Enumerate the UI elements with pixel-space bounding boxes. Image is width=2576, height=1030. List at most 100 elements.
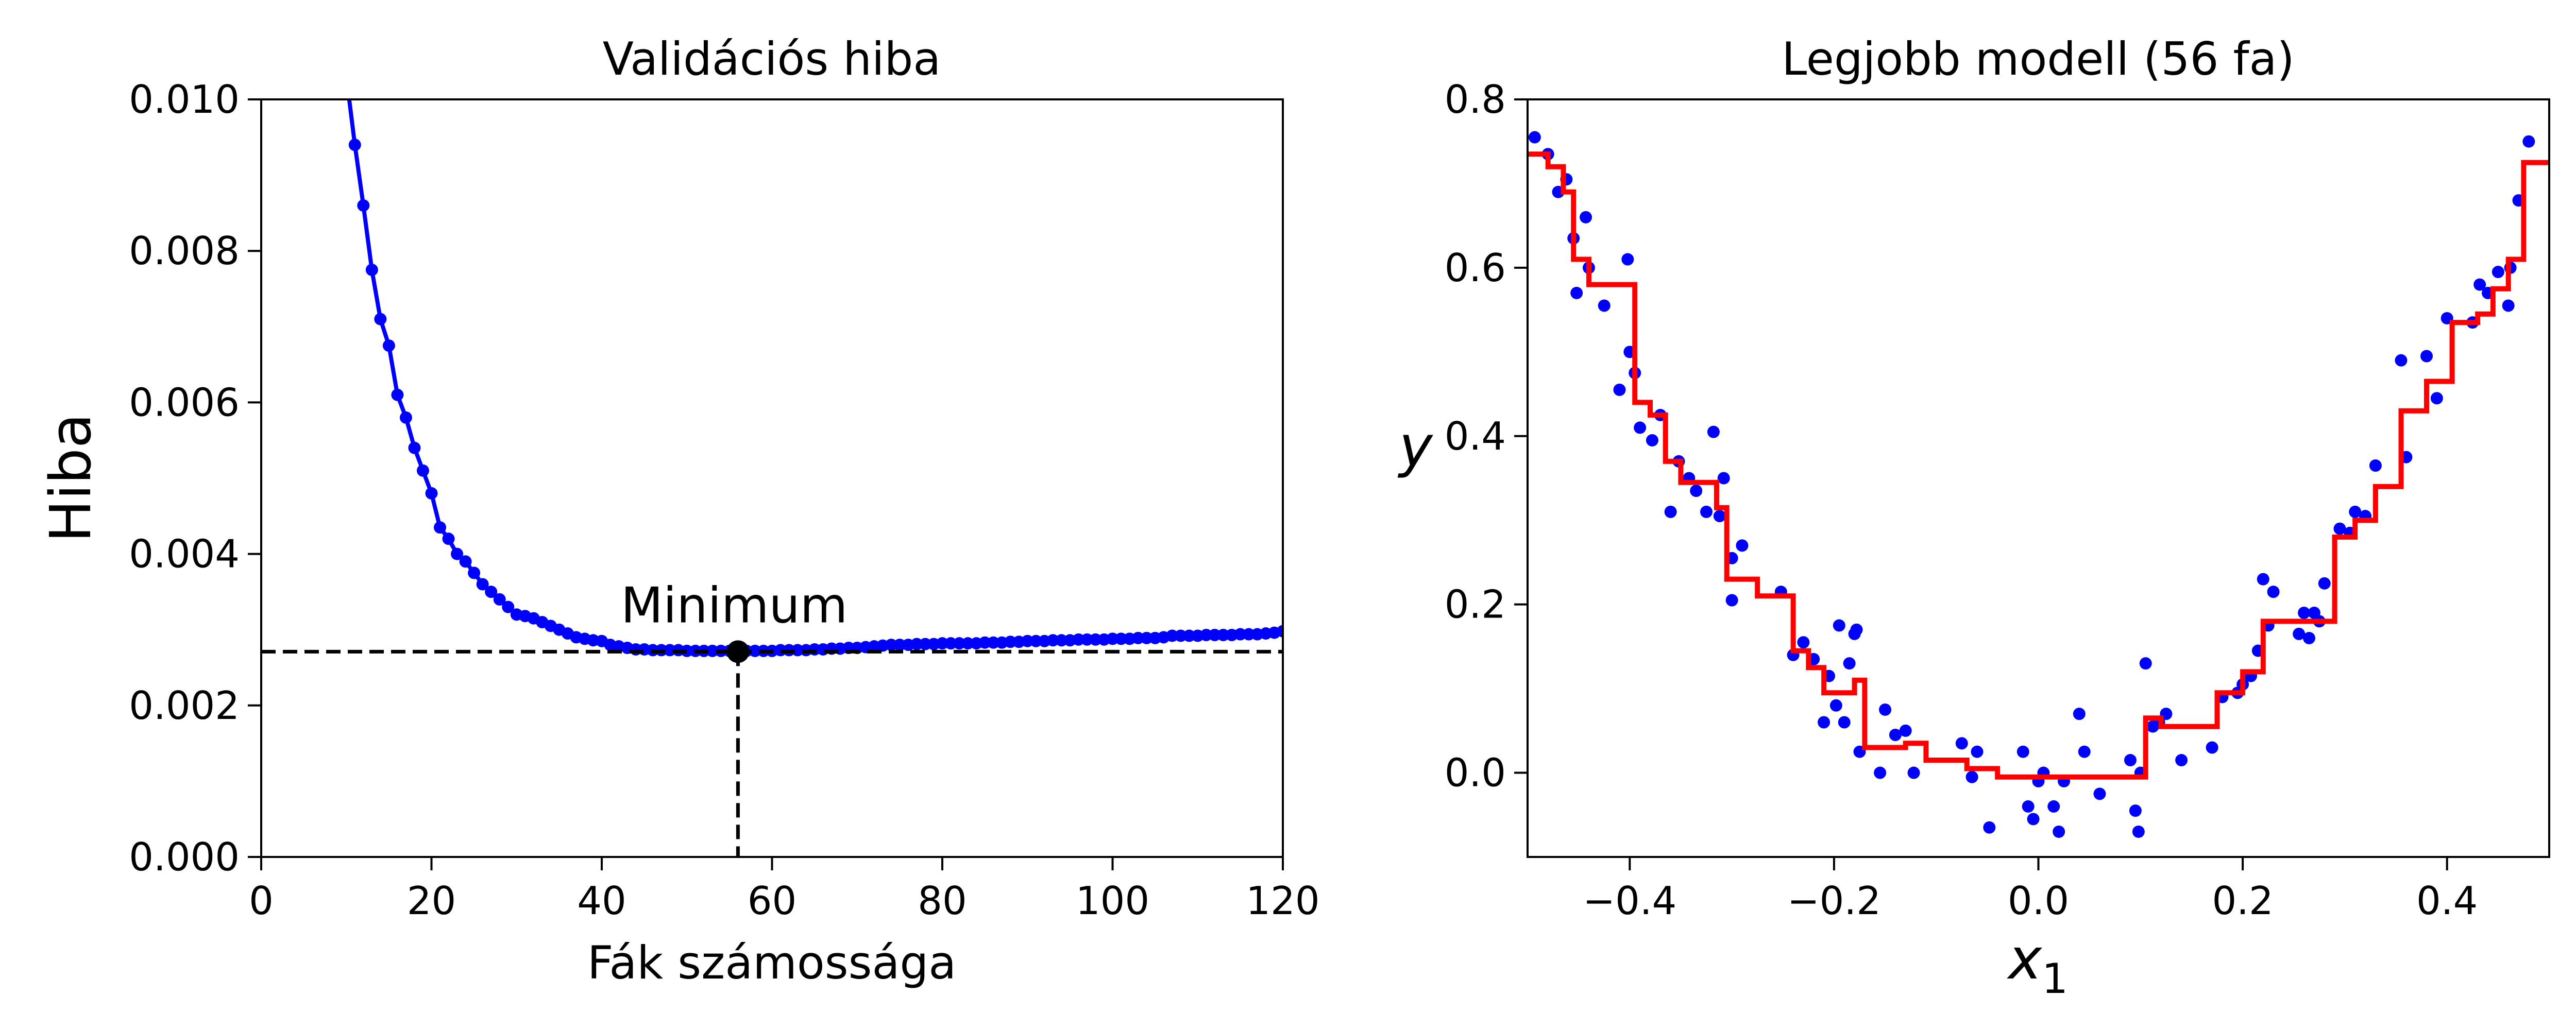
right-x-tick-label: 0.0 — [2008, 878, 2069, 923]
training-point — [1700, 505, 1713, 518]
validation-error-point — [681, 644, 693, 657]
right-clipped-layer — [1528, 131, 2549, 838]
validation-error-point — [1217, 628, 1230, 641]
left-y-tick-label: 0.006 — [129, 380, 240, 425]
validation-error-point — [1072, 633, 1085, 646]
training-point — [2078, 745, 2091, 758]
training-point — [1717, 472, 1730, 485]
left-chart-title: Validációs hiba — [603, 32, 941, 85]
training-point — [1879, 703, 1892, 716]
validation-error-point — [978, 636, 991, 649]
training-point — [2132, 825, 2145, 838]
training-point — [1613, 383, 1626, 396]
training-point — [2522, 135, 2535, 148]
validation-error-point — [1277, 625, 1283, 638]
validation-error-point — [910, 638, 923, 650]
training-point — [2175, 754, 2188, 767]
validation-error-point — [451, 547, 464, 560]
validation-error-point — [502, 600, 515, 613]
validation-error-point — [706, 644, 719, 657]
training-point — [1829, 699, 1842, 712]
left-x-tick-label: 40 — [577, 878, 626, 923]
validation-error-point — [893, 639, 906, 651]
training-point — [1907, 766, 1920, 779]
left-x-tick-label: 60 — [748, 878, 796, 923]
validation-error-point — [1021, 634, 1034, 647]
right-x-tick-label: 0.2 — [2212, 878, 2273, 923]
validation-error-point — [919, 638, 931, 650]
left-chart-panel: 0 20 40 60 80 100 120 0.0000.0020.0040.0060.00… — [38, 32, 1320, 989]
training-point — [2124, 754, 2137, 767]
training-point — [2430, 392, 2443, 405]
validation-error-point — [357, 199, 370, 212]
left-y-tick-label: 0.004 — [129, 531, 240, 577]
training-point — [2298, 607, 2311, 620]
right-x-axis-label: x1 — [2007, 926, 2068, 1003]
training-point — [1598, 299, 1611, 312]
training-point — [2333, 522, 2346, 535]
training-point — [2502, 299, 2515, 312]
training-point — [2093, 787, 2106, 800]
left-y-tick-label: 0.002 — [129, 683, 240, 728]
training-point — [2395, 354, 2408, 367]
training-point — [2027, 813, 2040, 826]
validation-error-point — [408, 441, 421, 454]
validation-error-point — [1234, 628, 1247, 641]
training-point — [1725, 594, 1738, 607]
training-point — [1955, 737, 1968, 750]
training-point — [1838, 716, 1851, 729]
training-point — [1797, 636, 1810, 649]
validation-error-point — [1115, 632, 1128, 645]
training-point — [1570, 286, 1583, 299]
training-point — [2073, 708, 2086, 720]
training-point — [1818, 716, 1831, 729]
right-y-tick-label: 0.8 — [1445, 77, 1506, 122]
training-point — [1833, 619, 1845, 632]
validation-error-point — [434, 521, 447, 534]
validation-error-point — [1208, 628, 1221, 641]
right-y-tick-label: 0.4 — [1445, 414, 1506, 459]
right-x-tick-label: −0.4 — [1583, 878, 1676, 923]
validation-error-point — [987, 636, 1000, 649]
training-point — [1646, 434, 1658, 447]
training-point — [2139, 657, 2152, 670]
validation-error-point — [1183, 629, 1196, 642]
training-point — [2492, 266, 2504, 279]
validation-error-point — [1089, 633, 1102, 646]
left-y-axis-label: Hiba — [38, 414, 104, 543]
validation-error-point — [468, 566, 481, 579]
training-point — [1843, 657, 1856, 670]
right-x-tick-label: 0.4 — [2416, 878, 2478, 923]
validation-error-point — [476, 578, 489, 591]
training-point — [2267, 586, 2280, 598]
training-point — [1713, 510, 1726, 523]
validation-error-point — [1200, 628, 1213, 641]
validation-error-point — [1055, 634, 1068, 647]
training-point — [1971, 745, 1984, 758]
minimum-point — [726, 640, 750, 663]
validation-error-point — [953, 637, 966, 650]
training-point — [1664, 505, 1677, 518]
right-x-ticks: −0.4 −0.2 0.0 0.2 0.4 — [1583, 857, 2478, 923]
validation-error-point — [459, 555, 472, 568]
validation-error-point — [348, 139, 361, 151]
x-label-main: x — [2007, 926, 2043, 992]
validation-error-point — [485, 586, 498, 598]
validation-error-point — [944, 637, 957, 650]
right-y-tick-label: 0.2 — [1445, 582, 1506, 627]
validation-error-point — [493, 593, 506, 606]
validation-error-point — [1132, 631, 1145, 644]
training-point — [2047, 800, 2060, 813]
ensemble-prediction-line — [1528, 151, 2549, 780]
training-point — [1621, 253, 1634, 266]
training-point — [2473, 278, 2486, 291]
training-point — [2318, 577, 2331, 590]
right-chart-panel: −0.4 −0.2 0.0 0.2 0.4 0.0 0.2 0.4 0.6 0.8 Legjob… — [1397, 32, 2550, 1003]
validation-error-point — [399, 411, 412, 424]
validation-error-point — [391, 388, 404, 401]
training-point — [2302, 632, 2315, 645]
training-point — [1690, 485, 1703, 497]
right-y-tick-label: 0.0 — [1445, 750, 1506, 796]
training-point — [2257, 573, 2269, 586]
